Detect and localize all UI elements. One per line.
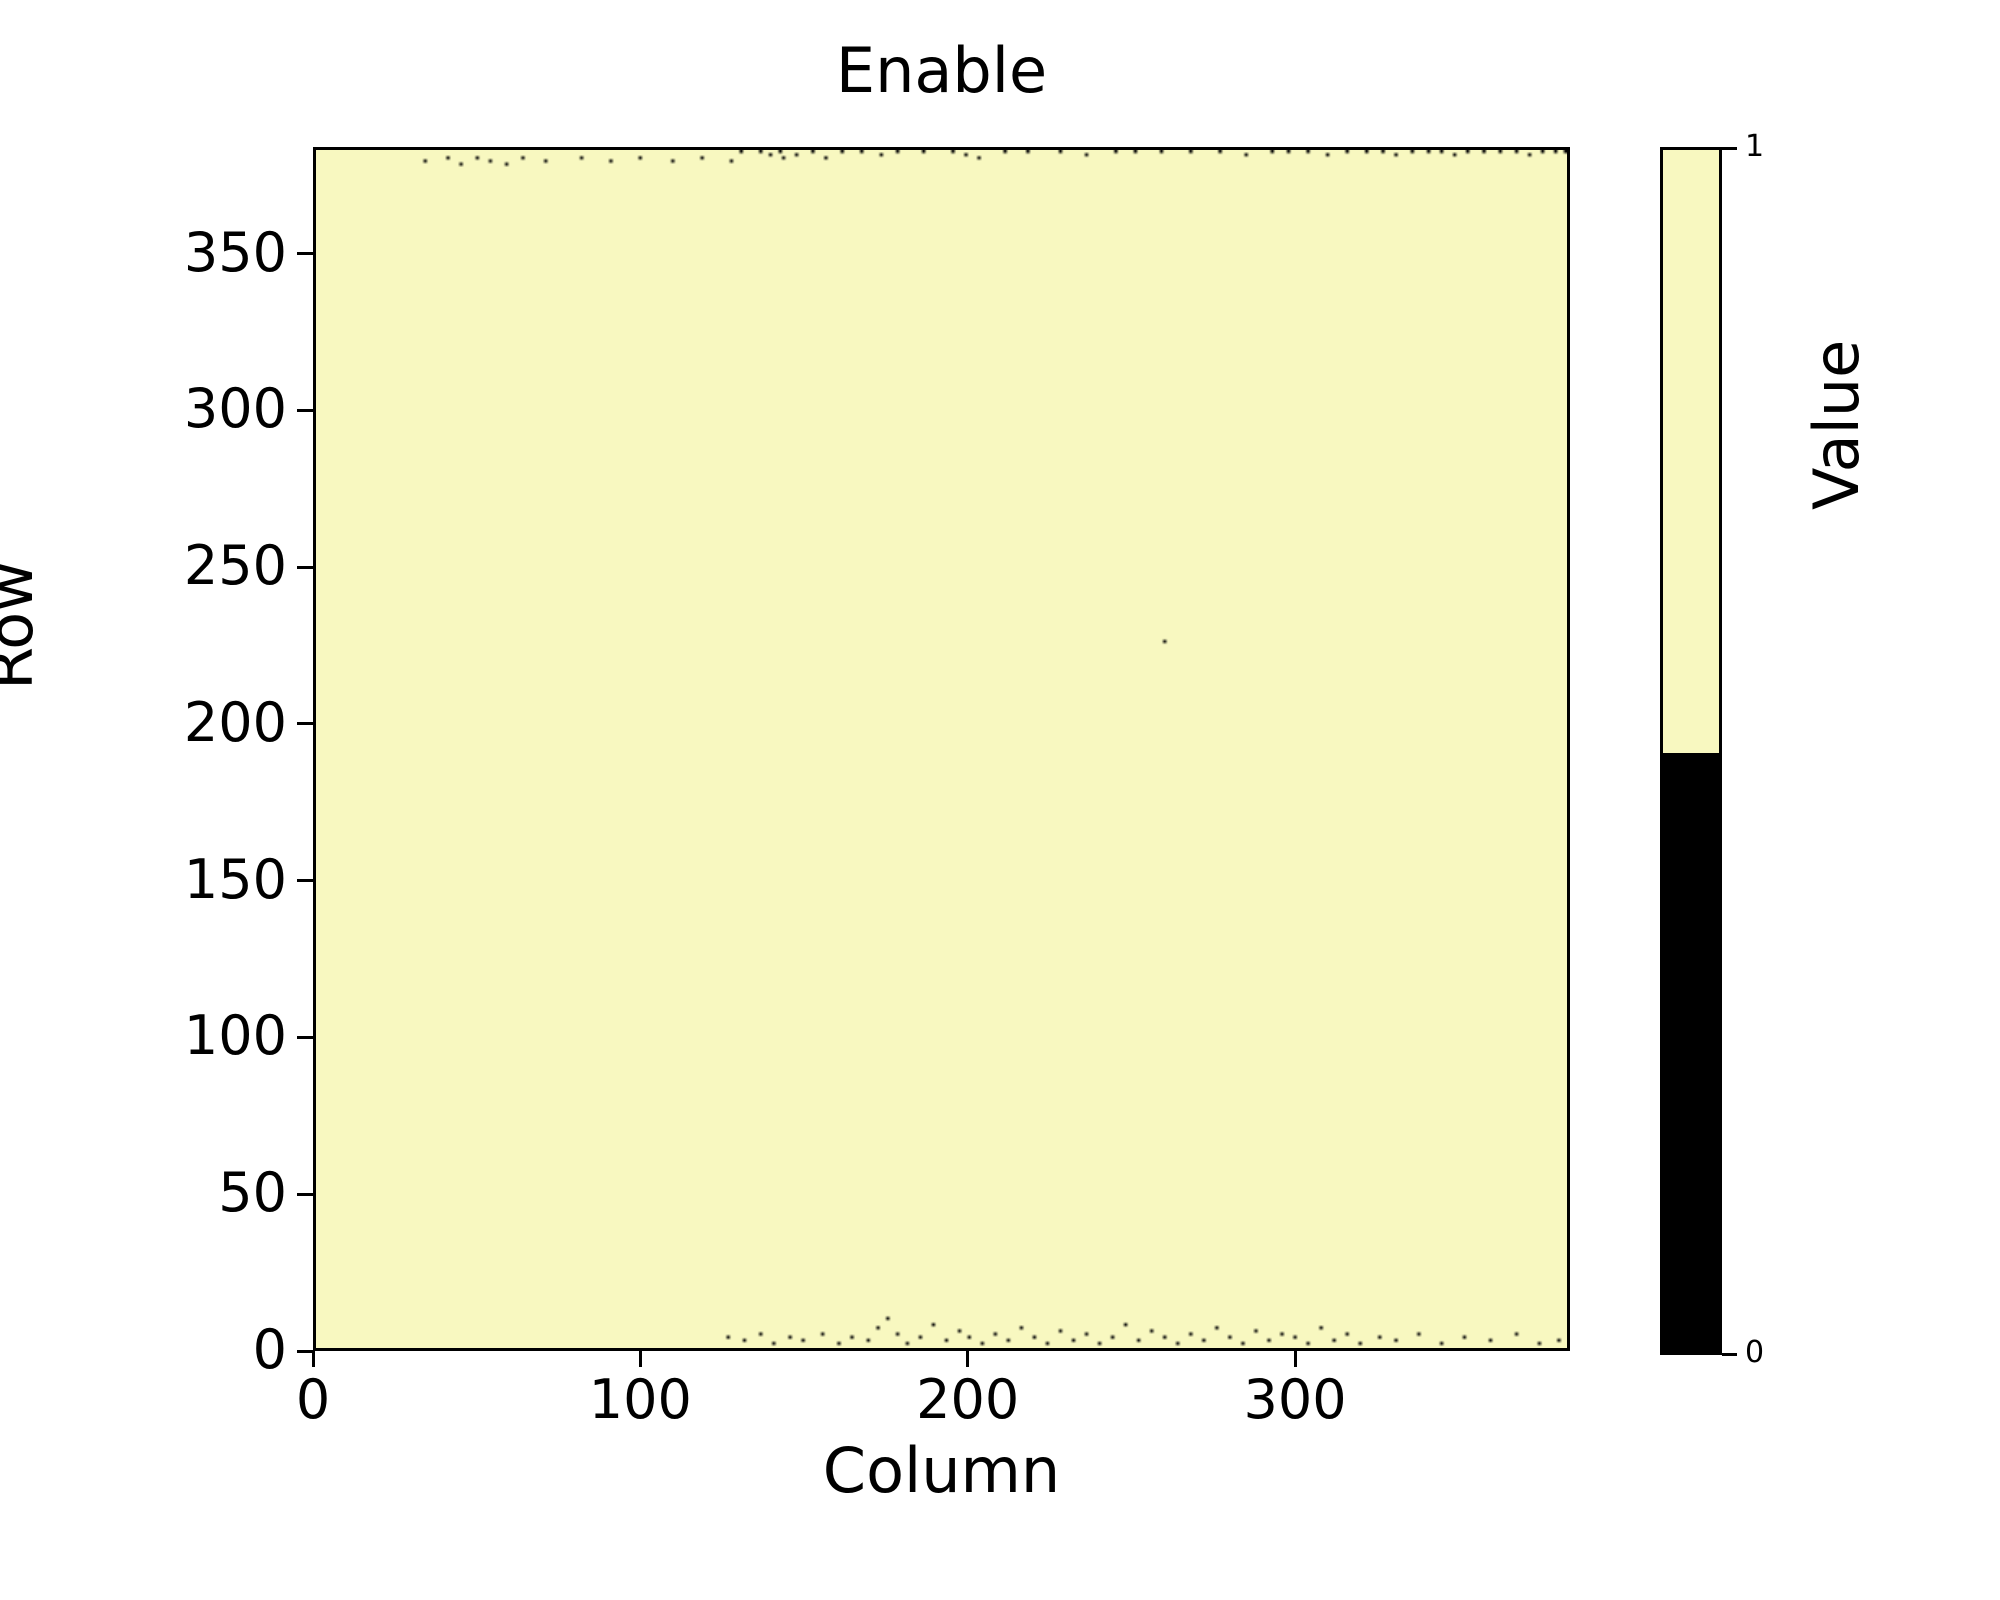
y-tick-label: 0 xyxy=(252,1318,287,1381)
y-tick-label: 150 xyxy=(183,847,287,911)
x-tick-label: 200 xyxy=(916,1368,1020,1431)
y-tick-mark xyxy=(297,722,313,726)
y-tick-label: 250 xyxy=(183,534,287,598)
y-tick-mark xyxy=(297,879,313,883)
x-tick-label: 0 xyxy=(295,1368,331,1431)
y-axis-label: Row xyxy=(0,561,47,690)
x-axis-label: Column xyxy=(822,1434,1061,1507)
y-tick-mark xyxy=(297,252,313,256)
colorbar-tick-label-low: 0 xyxy=(1745,1335,1765,1370)
y-tick-mark xyxy=(297,1035,313,1039)
heatmap-axes[interactable] xyxy=(313,147,1570,1351)
y-tick-mark xyxy=(297,408,313,412)
colorbar-tick-high xyxy=(1722,147,1737,150)
colorbar-segment-low xyxy=(1663,753,1719,1352)
colorbar[interactable] xyxy=(1660,147,1722,1355)
x-tick-mark xyxy=(638,1351,642,1367)
colorbar-label: Value xyxy=(1800,339,1873,510)
chart-title: Enable xyxy=(835,34,1048,107)
y-tick-label: 100 xyxy=(183,1004,287,1068)
heatmap-image xyxy=(316,150,1567,1348)
colorbar-tick-label-high: 1 xyxy=(1745,129,1765,164)
y-tick-label: 300 xyxy=(183,377,287,441)
y-tick-mark xyxy=(297,1192,313,1196)
x-tick-mark xyxy=(1293,1351,1297,1367)
x-tick-label: 300 xyxy=(1243,1368,1347,1431)
y-tick-label: 50 xyxy=(218,1161,287,1225)
x-tick-mark xyxy=(966,1351,970,1367)
colorbar-tick-low xyxy=(1722,1353,1737,1356)
colorbar-segment-high xyxy=(1663,150,1719,754)
x-tick-mark xyxy=(311,1351,315,1367)
y-tick-label: 350 xyxy=(183,220,287,284)
y-tick-mark xyxy=(297,1349,313,1353)
y-tick-label: 200 xyxy=(183,690,287,754)
y-tick-mark xyxy=(297,565,313,569)
x-tick-label: 100 xyxy=(588,1368,692,1431)
